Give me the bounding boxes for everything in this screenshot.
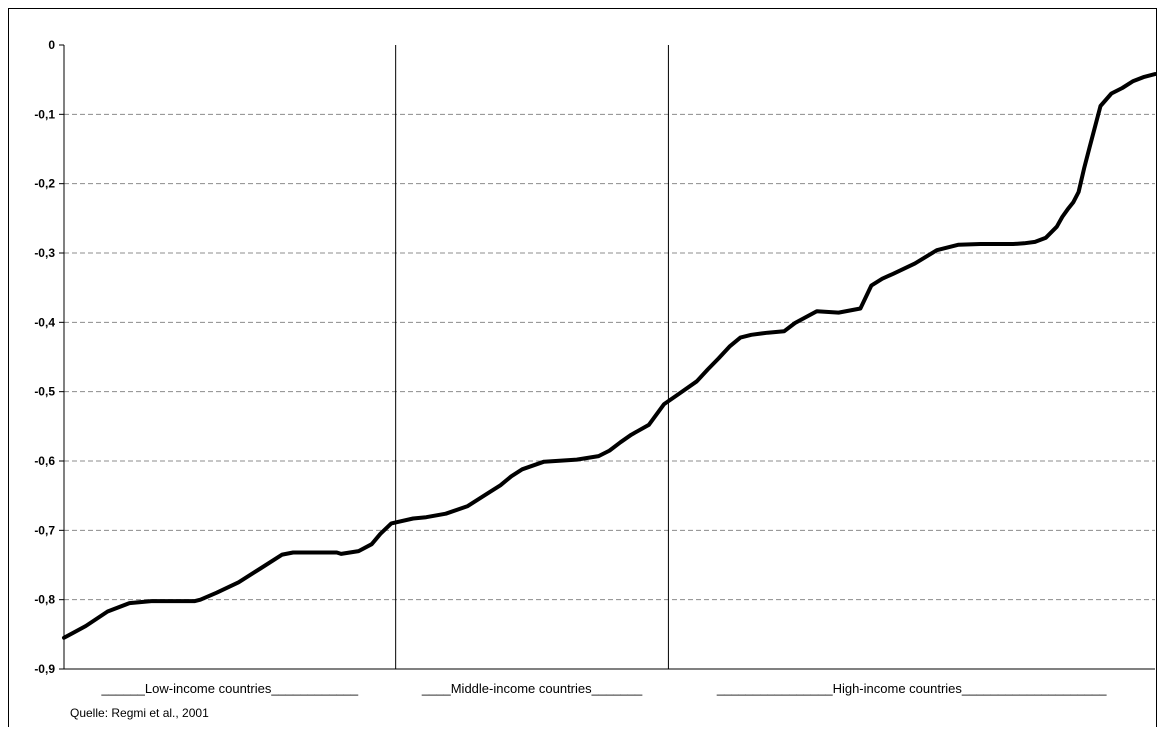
chart-frame (8, 8, 1157, 727)
y-tick-label: -0,7 (34, 523, 55, 537)
y-tick-label: -0,6 (34, 454, 55, 468)
series-layer (62, 72, 1157, 640)
y-tick-label: -0,8 (34, 593, 55, 607)
group-label: ______Low-income countries____________ (101, 681, 359, 696)
group-dividers (395, 45, 669, 669)
y-tick-label: -0,4 (34, 315, 55, 329)
y-tick-label: -0,3 (34, 246, 55, 260)
y-tick-labels: 0 -0,1 -0,2 -0,3 -0,4 -0,5 -0,6 -0,7 -0,8 -0,9 (34, 38, 55, 676)
grid-lines (64, 113, 1155, 601)
series-line (62, 72, 1157, 640)
y-tick-label: -0,5 (34, 385, 55, 399)
y-tick-label: 0 (48, 38, 55, 52)
group-label: ________________High-income countries___… (716, 681, 1107, 696)
source-note: Quelle: Regmi et al., 2001 (70, 706, 209, 720)
axes (59, 44, 1155, 670)
y-tick-label: -0,2 (34, 177, 55, 191)
group-label: ____Middle-income countries_______ (421, 681, 643, 696)
y-tick-label: -0,9 (34, 662, 55, 676)
y-tick-label: -0,1 (34, 107, 55, 121)
group-labels: ______Low-income countries____________ __… (101, 681, 1108, 696)
